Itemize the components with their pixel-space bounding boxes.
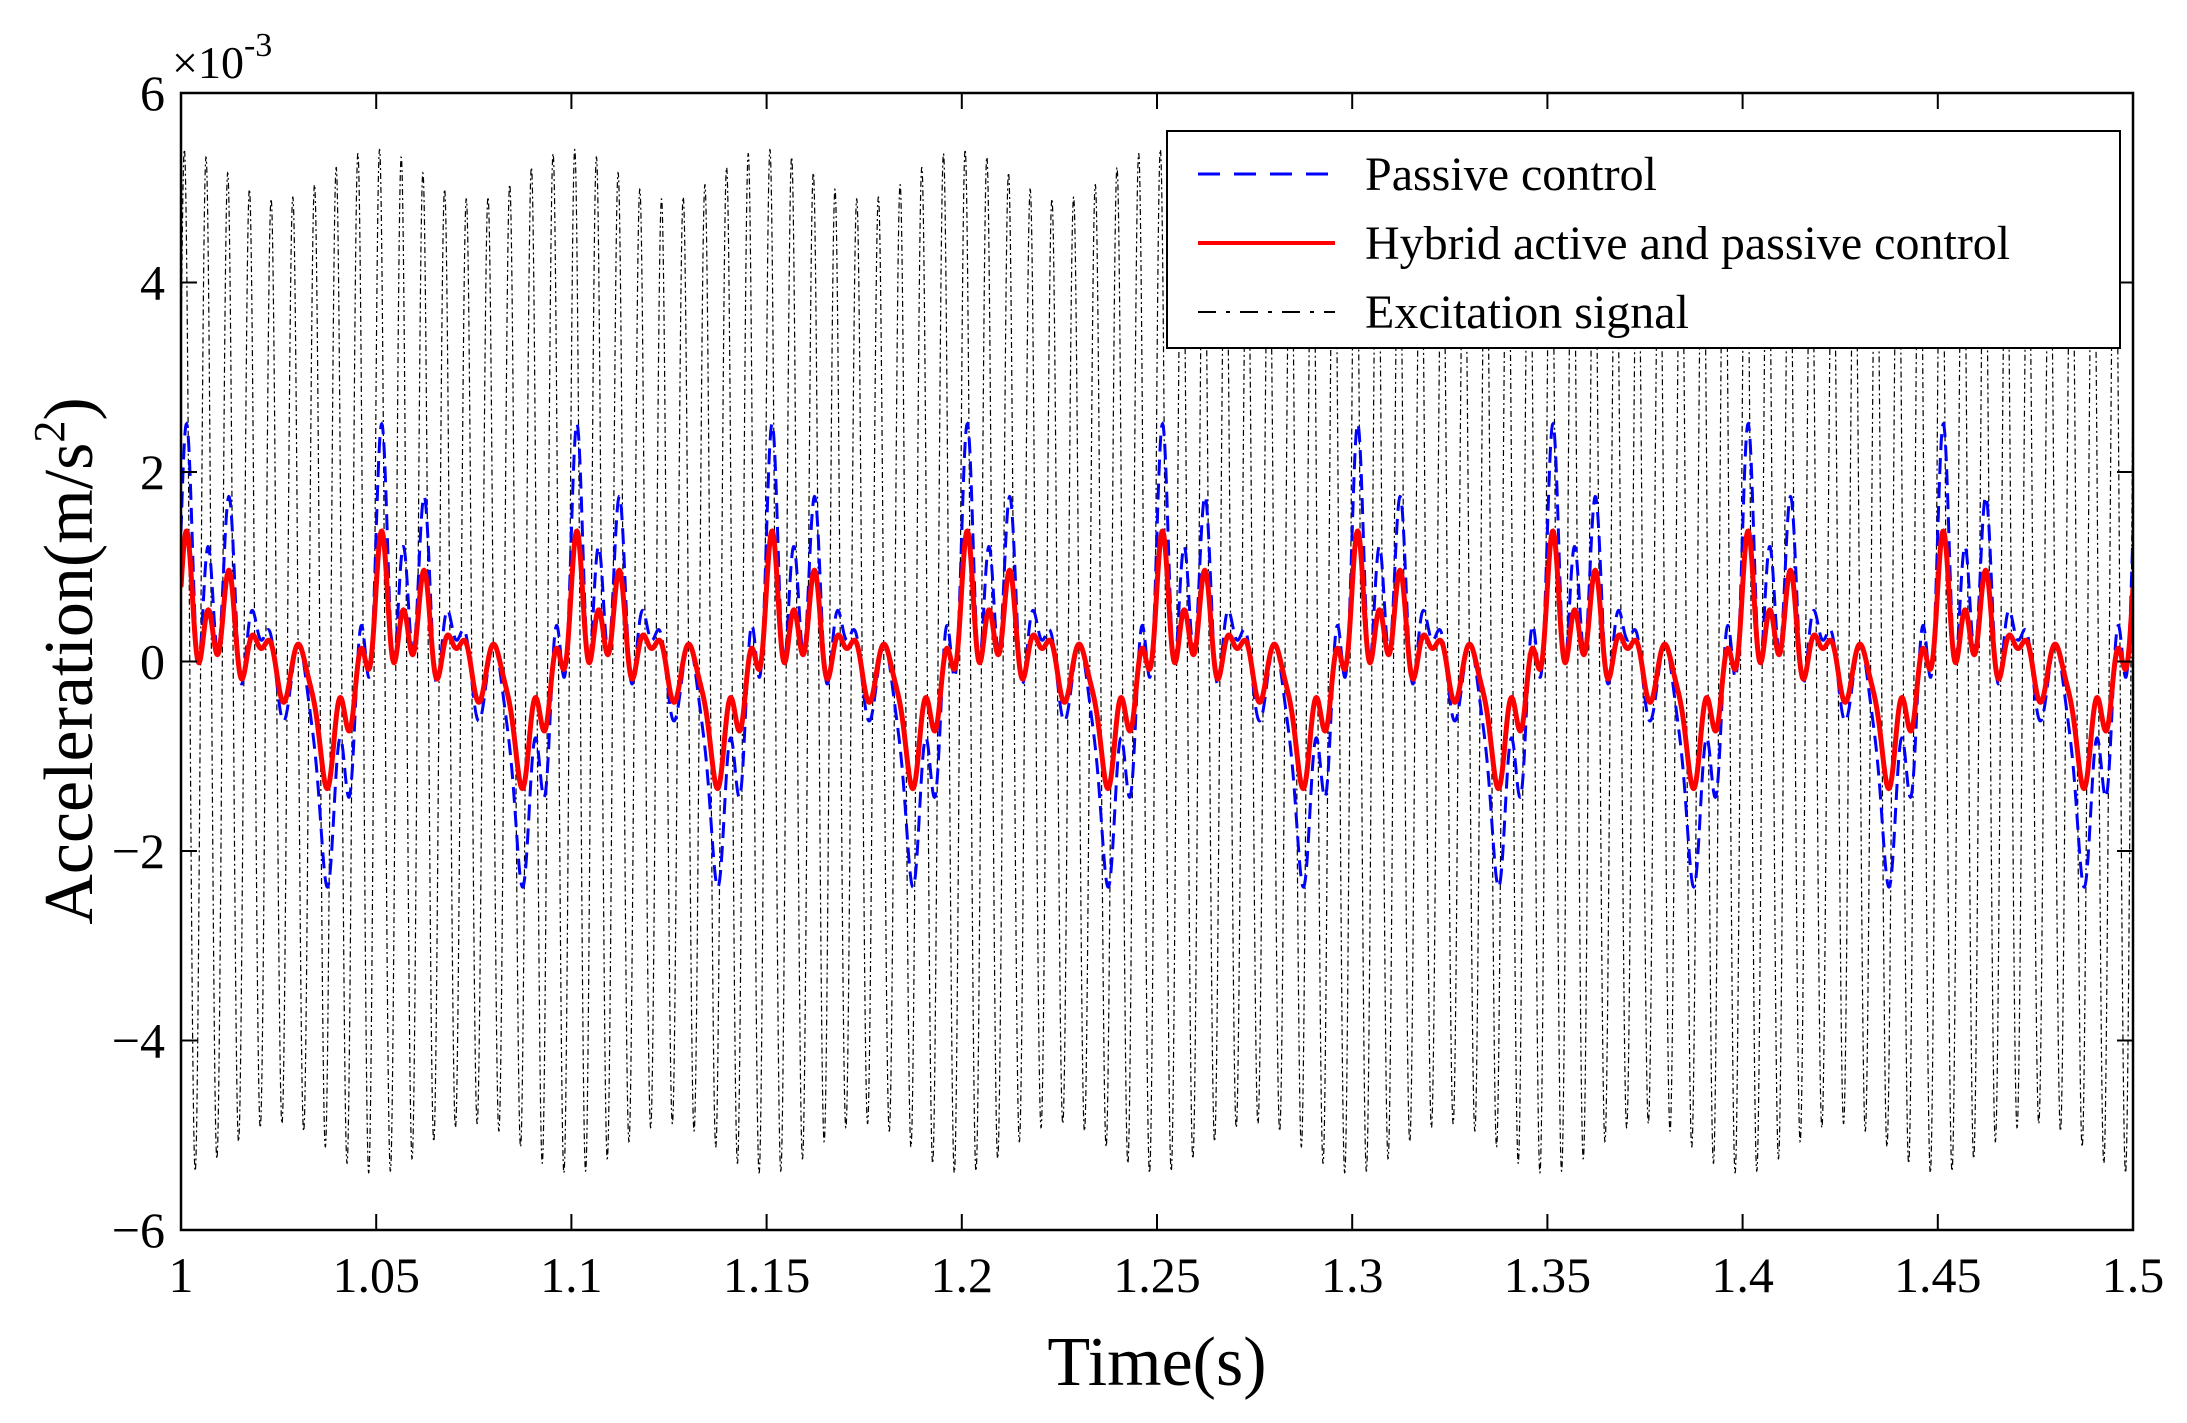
y-tick-label: 4 [140,255,165,311]
x-axis-ticks: 1 1.05 1.1 1.15 1.2 1.25 1.3 1.35 1.4 1.45 1.5 [169,93,2165,1303]
legend-label-hybrid: Hybrid active and passive control [1365,217,2010,270]
legend-label-excitation: Excitation signal [1365,286,1689,339]
x-tick-label: 1.05 [332,1247,420,1303]
y-tick-label: 6 [140,65,165,121]
series-line-passive [181,421,2133,889]
y-tick-label: −2 [112,823,165,879]
legend-label-passive: Passive control [1365,148,1657,201]
series-layer [181,148,2133,1174]
series-line-hybrid [181,528,2133,792]
x-tick-label: 1.2 [931,1247,994,1303]
y-tick-label: 0 [140,634,165,690]
y-axis-multiplier: ×10-3 [172,27,272,88]
y-axis-title-close: ) [31,397,108,420]
series-line-excitation [181,148,2133,1174]
x-tick-label: 1.1 [540,1247,603,1303]
x-tick-label: 1.45 [1894,1247,1982,1303]
x-tick-label: 1.5 [2102,1247,2165,1303]
y-multiplier-exponent: -3 [244,27,272,64]
x-tick-label: 1.25 [1113,1247,1201,1303]
y-tick-label: −6 [112,1202,165,1258]
y-tick-label: 2 [140,444,165,500]
y-axis-title: Acceleration(m/s2) [25,397,108,924]
x-tick-label: 1.35 [1504,1247,1592,1303]
x-axis-title: Time(s) [1047,1324,1266,1401]
x-tick-label: 1.15 [723,1247,811,1303]
y-multiplier-base: ×10 [172,37,244,88]
legend: Passive control Hybrid active and passiv… [1166,130,2121,349]
y-axis-title-superscript: 2 [25,421,74,443]
y-axis-ticks: −6 −4 −2 0 2 4 6 [112,65,2133,1258]
x-tick-label: 1 [169,1247,194,1303]
y-tick-label: −4 [112,1013,165,1069]
x-tick-label: 1.3 [1321,1247,1384,1303]
y-axis-title-main: Acceleration(m/s [31,443,108,925]
x-tick-label: 1.4 [1711,1247,1774,1303]
